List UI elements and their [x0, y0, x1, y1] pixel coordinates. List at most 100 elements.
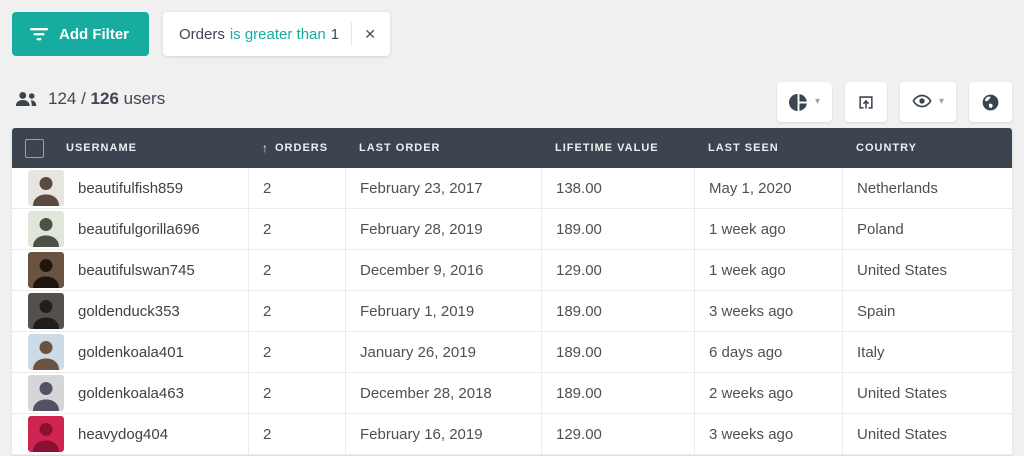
visibility-menu-button[interactable]: ▾ — [899, 82, 956, 122]
username-text: beautifulgorilla696 — [78, 220, 200, 238]
table-row[interactable]: beautifulgorilla696 2 February 28, 2019 … — [12, 209, 1012, 250]
lifetime-value: 129.00 — [556, 261, 602, 279]
table-header: USERNAME ↑ ORDERS LAST ORDER LIFETIME VA… — [12, 128, 1012, 168]
table-row[interactable]: beautifulswan745 2 December 9, 2016 129.… — [12, 250, 1012, 291]
chevron-down-icon: ▾ — [938, 96, 944, 107]
cell-country: Poland — [842, 209, 1012, 249]
cell-orders: 2 — [248, 373, 345, 413]
header-username[interactable]: USERNAME — [12, 128, 248, 168]
orders-value: 2 — [263, 179, 272, 197]
cell-country: United States — [842, 250, 1012, 290]
remove-filter-button[interactable]: ✕ — [356, 20, 384, 48]
last-order-value: February 23, 2017 — [360, 179, 483, 197]
cell-lifetime-value: 189.00 — [541, 373, 694, 413]
geolocation-button[interactable] — [969, 82, 1012, 122]
user-count-text: 124 / 126 users — [48, 89, 166, 108]
cell-username: heavydog404 — [12, 414, 248, 454]
last-order-value: February 28, 2019 — [360, 220, 483, 238]
cell-lifetime-value: 189.00 — [541, 209, 694, 249]
header-label-country: COUNTRY — [856, 142, 917, 154]
header-country[interactable]: COUNTRY — [842, 128, 1012, 168]
eye-icon — [912, 94, 932, 110]
cell-orders: 2 — [248, 414, 345, 454]
cell-orders: 2 — [248, 168, 345, 208]
cell-orders: 2 — [248, 291, 345, 331]
avatar — [28, 375, 64, 411]
orders-value: 2 — [263, 220, 272, 238]
cell-last-order: February 28, 2019 — [345, 209, 541, 249]
export-icon — [857, 93, 875, 111]
country-value: United States — [857, 261, 948, 279]
chip-field: Orders — [179, 25, 225, 43]
cell-orders: 2 — [248, 209, 345, 249]
avatar — [28, 416, 64, 452]
cell-last-order: December 9, 2016 — [345, 250, 541, 290]
table-row[interactable]: heavydog404 2 February 16, 2019 129.00 3… — [12, 414, 1012, 455]
lifetime-value: 189.00 — [556, 220, 602, 238]
cell-last-order: December 28, 2018 — [345, 373, 541, 413]
select-all-checkbox[interactable] — [25, 138, 44, 158]
cell-username: beautifulfish859 — [12, 168, 248, 208]
table-row[interactable]: beautifulfish859 2 February 23, 2017 138… — [12, 168, 1012, 209]
last-order-value: January 26, 2019 — [360, 343, 476, 361]
chart-menu-button[interactable]: ▾ — [776, 82, 832, 122]
header-label-last-order: LAST ORDER — [359, 142, 441, 154]
filter-chip[interactable]: Orders is greater than 1 ✕ — [163, 12, 391, 56]
last-seen-value: 1 week ago — [709, 261, 786, 279]
country-value: Netherlands — [857, 179, 938, 197]
add-filter-button[interactable]: Add Filter — [12, 12, 149, 56]
username-text: goldenkoala401 — [78, 343, 184, 361]
cell-country: United States — [842, 373, 1012, 413]
cell-last-seen: 6 days ago — [694, 332, 842, 372]
cell-last-seen: 1 week ago — [694, 209, 842, 249]
lifetime-value: 138.00 — [556, 179, 602, 197]
cell-country: Netherlands — [842, 168, 1012, 208]
orders-value: 2 — [263, 343, 272, 361]
chip-value: 1 — [330, 25, 340, 43]
export-button[interactable] — [844, 82, 887, 122]
cell-lifetime-value: 129.00 — [541, 250, 694, 290]
table-toolbar: ▾ ▾ — [776, 82, 1012, 122]
header-orders[interactable]: ↑ ORDERS — [248, 128, 345, 168]
last-order-value: February 16, 2019 — [360, 425, 483, 443]
cell-last-order: February 16, 2019 — [345, 414, 541, 454]
globe-icon — [981, 93, 1000, 112]
last-seen-value: May 1, 2020 — [709, 179, 792, 197]
cell-country: Italy — [842, 332, 1012, 372]
avatar — [28, 293, 64, 329]
chevron-down-icon: ▾ — [814, 96, 820, 107]
country-value: United States — [857, 384, 948, 402]
cell-last-seen: 3 weeks ago — [694, 291, 842, 331]
cell-last-seen: 2 weeks ago — [694, 373, 842, 413]
avatar — [28, 334, 64, 370]
header-lifetime-value[interactable]: LIFETIME VALUE — [541, 128, 694, 168]
header-last-seen[interactable]: LAST SEEN — [694, 128, 842, 168]
header-label-username: USERNAME — [66, 142, 137, 154]
cell-lifetime-value: 189.00 — [541, 332, 694, 372]
table-row[interactable]: goldenkoala463 2 December 28, 2018 189.0… — [12, 373, 1012, 414]
last-seen-value: 3 weeks ago — [709, 302, 794, 320]
lifetime-value: 189.00 — [556, 343, 602, 361]
add-filter-label: Add Filter — [59, 25, 129, 43]
last-seen-value: 6 days ago — [709, 343, 783, 361]
cell-orders: 2 — [248, 250, 345, 290]
avatar — [28, 252, 64, 288]
users-table: USERNAME ↑ ORDERS LAST ORDER LIFETIME VA… — [12, 128, 1012, 455]
cell-username: goldenkoala401 — [12, 332, 248, 372]
username-text: heavydog404 — [78, 425, 169, 443]
last-seen-value: 1 week ago — [709, 220, 786, 238]
avatar — [28, 211, 64, 247]
lifetime-value: 129.00 — [556, 425, 602, 443]
header-last-order[interactable]: LAST ORDER — [345, 128, 541, 168]
cell-orders: 2 — [248, 332, 345, 372]
lifetime-value: 189.00 — [556, 302, 602, 320]
filter-bar: Add Filter Orders is greater than 1 ✕ — [12, 12, 391, 56]
table-row[interactable]: goldenduck353 2 February 1, 2019 189.00 … — [12, 291, 1012, 332]
table-row[interactable]: goldenkoala401 2 January 26, 2019 189.00… — [12, 332, 1012, 373]
cell-lifetime-value: 189.00 — [541, 291, 694, 331]
last-order-value: December 9, 2016 — [360, 261, 484, 279]
last-seen-value: 3 weeks ago — [709, 425, 794, 443]
header-label-lifetime-value: LIFETIME VALUE — [555, 142, 659, 154]
chip-divider — [351, 22, 353, 46]
last-order-value: December 28, 2018 — [360, 384, 492, 402]
